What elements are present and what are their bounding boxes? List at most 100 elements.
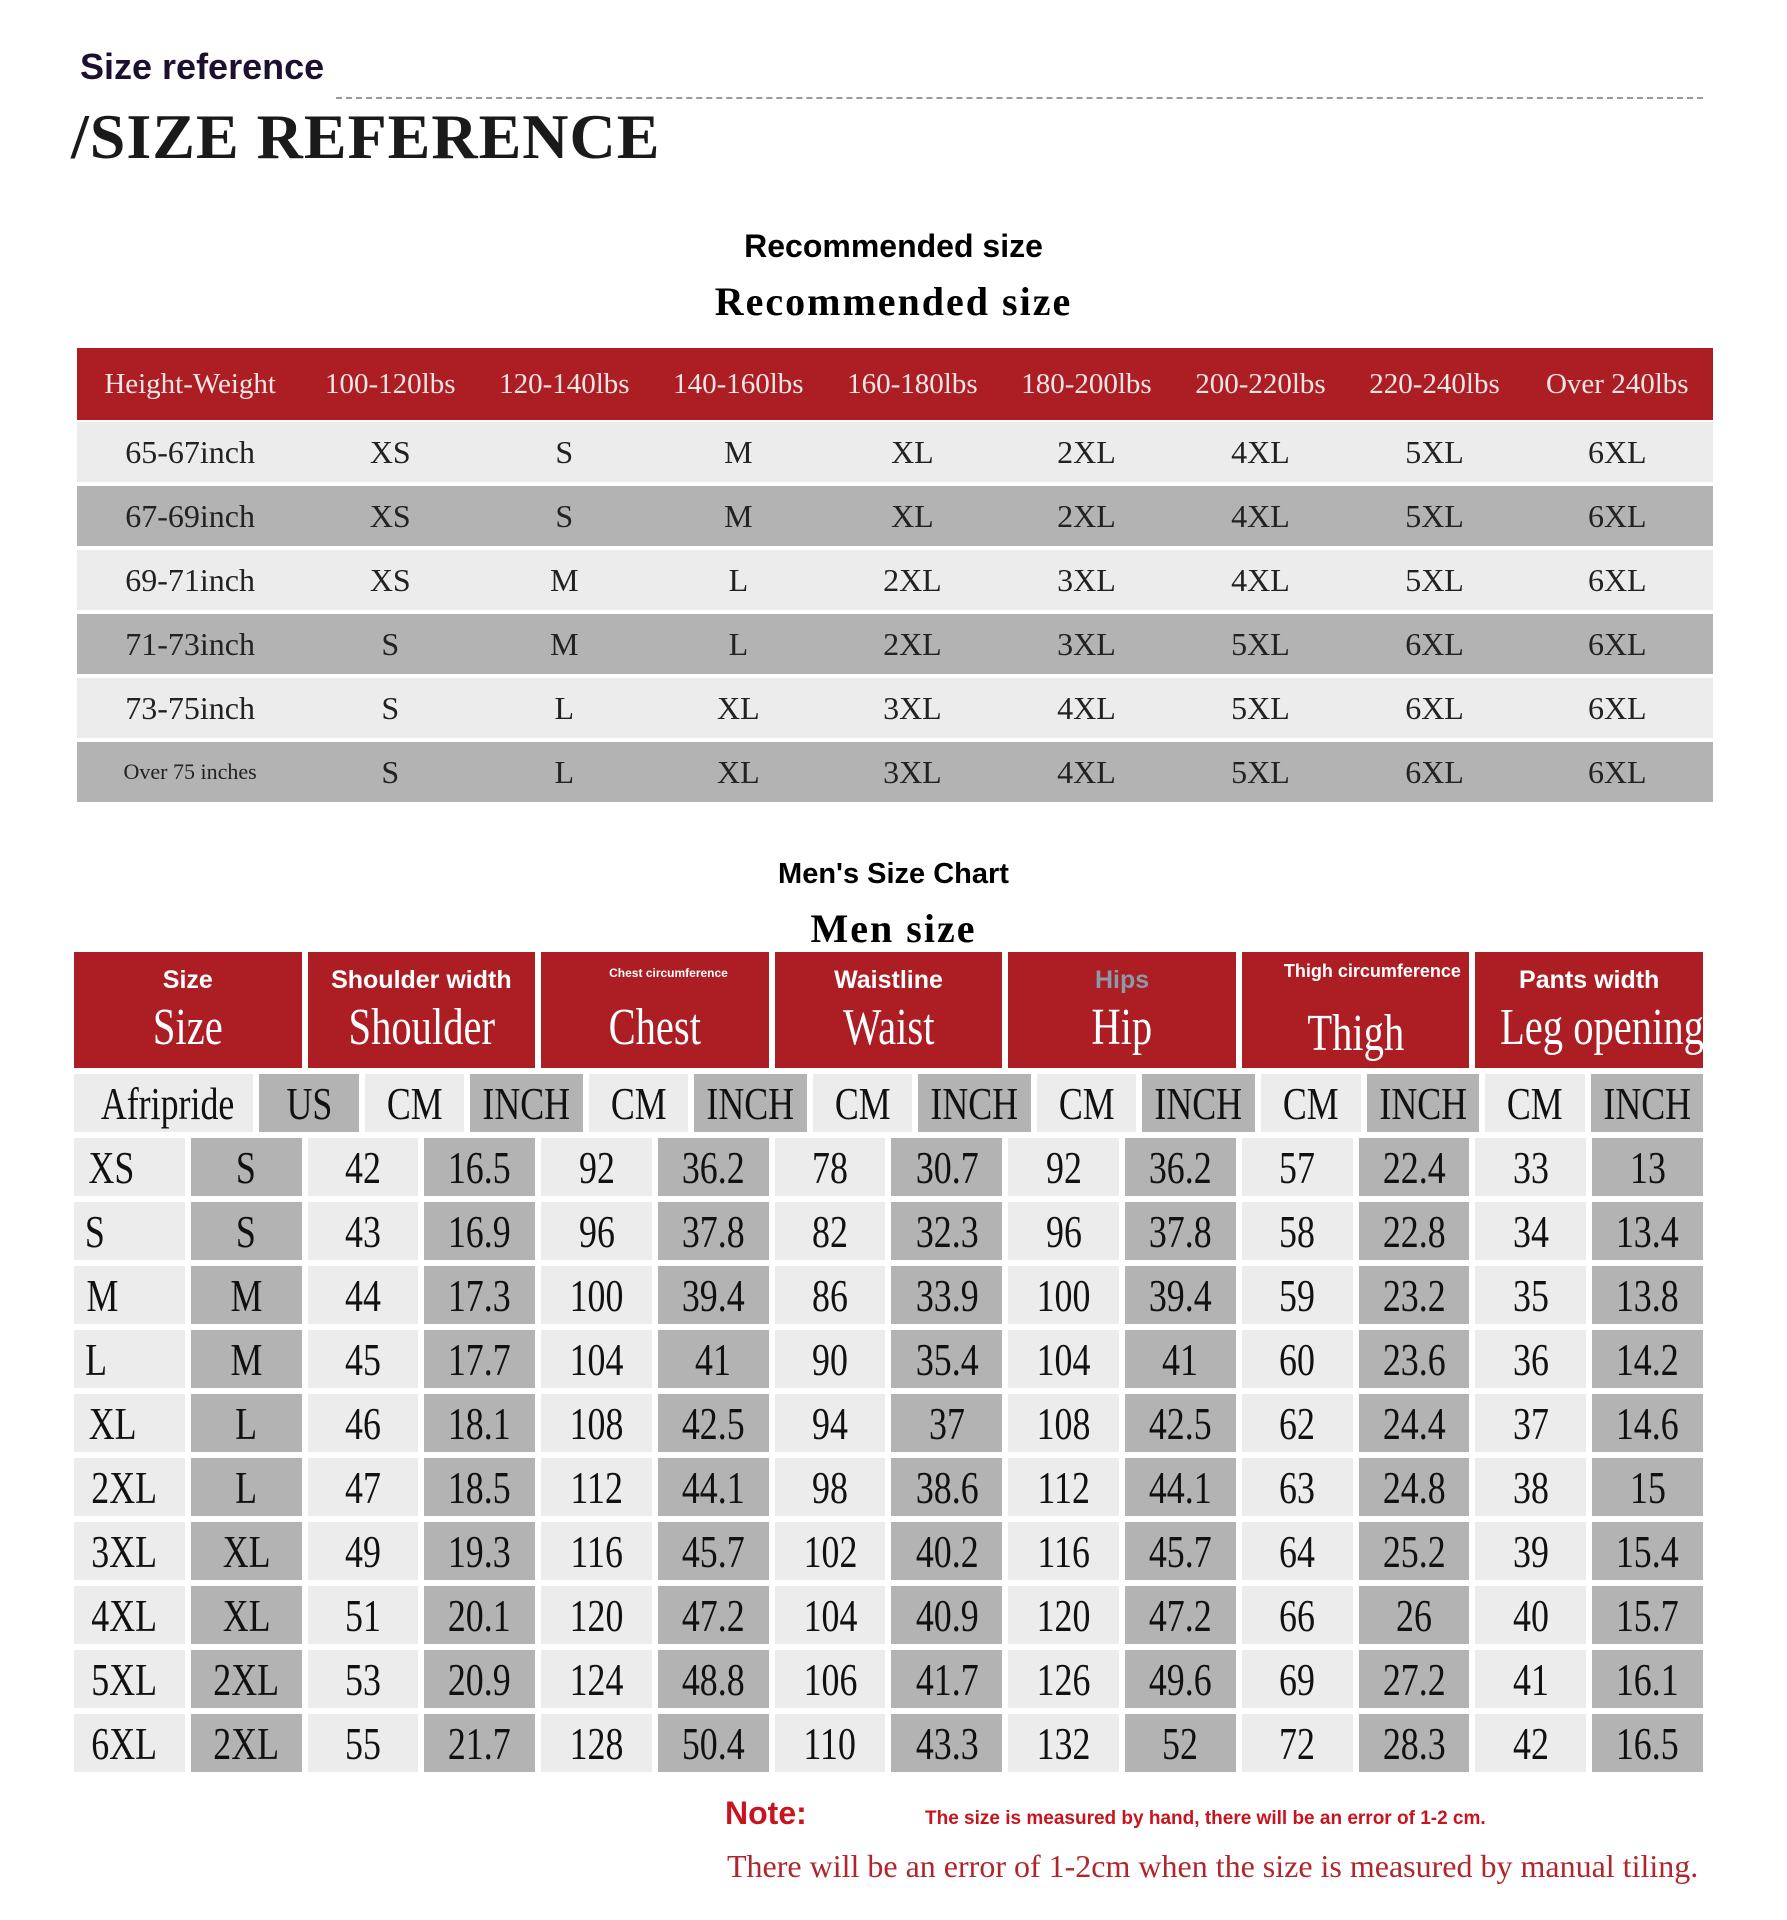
table-cell: 20.9 [424,1650,536,1708]
cell-text: M [86,1269,119,1321]
table-cell: 4XL [74,1586,185,1644]
cell-text: 104 [569,1333,624,1385]
cell-text: 42 [1512,1717,1549,1769]
table-cell: CM [1036,1074,1137,1132]
table-cell: 47.2 [1125,1586,1236,1644]
subheader-row: Afripride US CM INCH CM INCH CM INCH CM INCH CM INC… [74,1074,1703,1132]
table-cell: 13 [1592,1138,1703,1196]
table-cell: XL [190,1586,302,1644]
cell-text: 36.2 [1149,1141,1212,1193]
cell-text: 44.1 [1149,1461,1212,1513]
cell-text: 42 [345,1141,381,1193]
table-cell: 60 [1241,1330,1353,1388]
size-cell: 6XL [1587,753,1647,790]
cell-text: M [230,1269,263,1321]
size-cell: 5XL [1231,753,1290,790]
table-cell: 2XL [74,1458,185,1516]
table-cell: 90 [774,1330,886,1388]
cell-text: INCH [930,1077,1019,1129]
table-header-row: Size Size Shoulder width Shoulder Chest circ… [74,952,1703,1068]
table-cell: 18.1 [424,1394,536,1452]
table-cell: INCH [1590,1074,1703,1132]
size-cell: 6XL [1587,625,1647,662]
cell-text: 24.8 [1382,1461,1446,1513]
size-reference-label: Size reference [80,46,325,87]
cell-text: 41 [1162,1333,1199,1385]
table-cell: 69 [1241,1650,1353,1708]
column-header-caption: Shoulder width [331,966,512,994]
table-cell: 13.8 [1592,1266,1703,1324]
size-cell: S [381,753,400,790]
cell-text: 53 [345,1653,381,1705]
size-cell: 6XL [1405,689,1464,726]
cell-text: 17.3 [448,1269,512,1321]
column-header: 160-180lbs [847,367,978,400]
size-cell: L [554,689,575,726]
table-cell: 37.8 [657,1202,769,1260]
table-cell: 6XL [74,1714,185,1772]
cell-text: 34 [1512,1205,1549,1257]
table-cell: 39.4 [657,1266,769,1324]
table-cell: 16.5 [424,1138,536,1196]
size-cell: 5XL [1231,689,1290,726]
table-cell: 44 [307,1266,419,1324]
size-cell: 2XL [1057,497,1116,534]
cell-text: 41 [695,1333,732,1385]
table-cell: 36 [1475,1330,1587,1388]
column-header-label: Hip [1091,999,1153,1056]
height-cell: Over 75 inches [123,759,257,784]
column-header: 220-240lbs [1369,367,1500,400]
table-cell: 39 [1475,1522,1587,1580]
table-cell: 112 [1008,1458,1120,1516]
cell-text: 66 [1279,1589,1316,1641]
table-cell: 15.4 [1592,1522,1703,1580]
table-cell: 41 [1125,1330,1236,1388]
table-cell: 120 [541,1586,652,1644]
size-cell: 4XL [1231,561,1290,598]
column-header: Size Size [74,952,302,1068]
table-cell: 45.7 [657,1522,769,1580]
table-cell: 104 [1008,1330,1120,1388]
table-cell: 124 [541,1650,652,1708]
table-cell: 64 [1241,1522,1353,1580]
table-cell: 24.4 [1358,1394,1470,1452]
cell-text: 47.2 [1149,1589,1212,1641]
table-cell: 35 [1475,1266,1587,1324]
size-cell: S [555,433,574,470]
table-cell: US [259,1074,359,1132]
cell-text: 106 [803,1653,858,1705]
cell-text: 43.3 [915,1717,979,1769]
cell-text: 108 [569,1397,624,1449]
size-cell: XS [369,497,411,534]
cell-text: 78 [812,1141,849,1193]
table-cell: 78 [774,1138,886,1196]
table-cell: 22.4 [1358,1138,1470,1196]
cell-text: 59 [1279,1269,1316,1321]
cell-text: 102 [803,1525,858,1577]
table-cell: 41 [657,1330,769,1388]
cell-text: CM [1282,1077,1339,1129]
table-cell: 72 [1241,1714,1353,1772]
cell-text: 57 [1279,1141,1316,1193]
table-cell: 43.3 [891,1714,1003,1772]
size-cell: M [724,497,753,534]
cell-text: 48.8 [681,1653,745,1705]
column-header: 100-120lbs [325,367,456,400]
size-cell: 3XL [1057,561,1116,598]
cell-text: 33 [1512,1141,1549,1193]
cell-text: 44 [345,1269,381,1321]
table-cell: 17.3 [424,1266,536,1324]
cell-text: 15.4 [1616,1525,1679,1577]
table-cell: 110 [774,1714,886,1772]
cell-text: S [236,1205,257,1257]
cell-text: 15 [1629,1461,1666,1513]
table-cell: 38 [1475,1458,1587,1516]
cell-text: XL [222,1589,271,1641]
table-cell: 66 [1241,1586,1353,1644]
table-cell: S [190,1202,302,1260]
table-cell: 27.2 [1358,1650,1470,1708]
table-cell: 112 [541,1458,652,1516]
table-cell: CM [588,1074,689,1132]
table-cell: 92 [1008,1138,1120,1196]
cell-text: 2XL [213,1717,280,1769]
